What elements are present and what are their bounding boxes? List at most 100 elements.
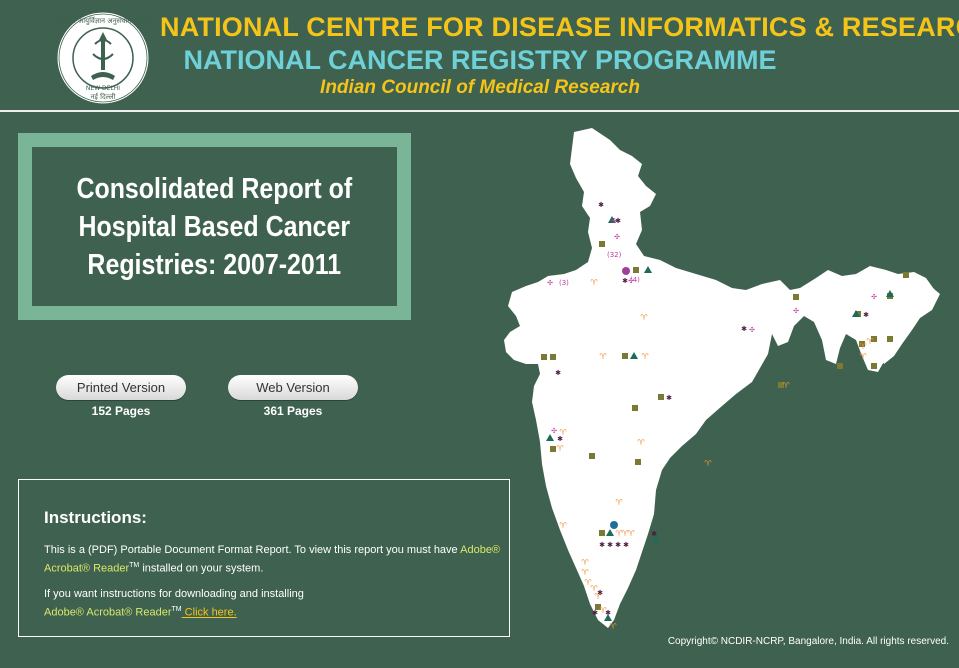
registry-marker-star: ✱ — [599, 541, 605, 549]
registry-marker-cross: ✣ — [793, 307, 799, 315]
printed-pages-count: 152 Pages — [91, 404, 151, 418]
registry-marker-tree: ♈ — [627, 529, 634, 538]
india-registry-map: ✱✱✱✱✱✱✱✱✱ ✱ ✱ ✱✱✱✱✱♈♈♈ ♈♈♈♈♈♈♈♈♈♈♈♈♈♈♈♈♈♈♈♈♈… — [504, 128, 940, 631]
registry-marker-tree: ♈ — [584, 578, 591, 587]
registry-marker-triangle — [644, 266, 652, 273]
registry-marker-square — [632, 405, 638, 411]
registry-marker-tree: ♈ — [859, 342, 866, 351]
registry-marker-triangle — [630, 352, 638, 359]
registry-marker-tree: ♈ — [594, 592, 601, 601]
report-title: Consolidated Report of Hospital Based Ca… — [76, 172, 353, 281]
registry-marker-tree: ♈ — [590, 278, 597, 287]
registry-marker-tree: ♈ — [581, 568, 588, 577]
registry-marker-star: ✱ — [863, 311, 869, 319]
title-ncrp: NATIONAL CANCER REGISTRY PROGRAMME — [183, 45, 777, 75]
title-icmr: Indian Council of Medical Research — [320, 77, 640, 98]
click-here-link[interactable]: Click here. — [181, 606, 237, 619]
registry-marker-tree: ♈ — [621, 529, 628, 538]
registry-marker-cross: ✣ — [551, 427, 557, 435]
registry-marker-tree: ♈ — [782, 381, 789, 390]
map-label-rajasthan: (3) — [559, 279, 569, 287]
registry-marker-star: ✱ — [592, 609, 598, 617]
registry-marker-triangle — [608, 216, 616, 223]
registry-marker-cross: ✣ — [749, 326, 755, 334]
registry-marker-tree: ♈ — [637, 438, 644, 447]
registry-marker-tree: ♈ — [599, 352, 606, 361]
registry-marker-tree: ♈ — [581, 558, 588, 567]
registry-marker-square — [635, 459, 641, 465]
registry-marker-star: ✱ — [557, 435, 563, 443]
registry-marker-star: ✱ — [615, 217, 621, 225]
northeast-region — [848, 280, 940, 364]
registry-marker-tree: ♈ — [640, 313, 647, 322]
registry-marker-star: ✱ — [615, 541, 621, 549]
registry-marker-square — [859, 341, 865, 347]
registry-marker-square — [633, 267, 639, 273]
registry-marker-triangle — [886, 290, 894, 297]
registry-marker-star: ✱ — [623, 541, 629, 549]
registry-marker-star: ✱ — [605, 609, 611, 617]
registry-marker-star: ✱ — [622, 277, 628, 285]
registry-marker-tree: ♈ — [615, 529, 622, 538]
registry-marker-triangle — [606, 529, 614, 536]
registry-marker-square — [550, 446, 556, 452]
registry-marker-tree: ♈ — [641, 352, 648, 361]
registry-marker-square — [658, 394, 664, 400]
title-ncdir: NATIONAL CENTRE FOR DISEASE INFORMATICS … — [160, 12, 959, 42]
india-outline — [504, 128, 936, 628]
registry-marker-square — [887, 336, 893, 342]
instructions-box: Instructions: This is a (PDF) Portable D… — [18, 479, 510, 637]
registry-marker-tree: ♈ — [556, 444, 563, 453]
registry-marker-tree: ♈ — [866, 337, 873, 346]
registry-marker-star: ✱ — [741, 325, 747, 333]
registry-marker-circle — [610, 521, 618, 529]
registry-marker-tree: ♈ — [590, 584, 597, 593]
registry-marker-square — [599, 241, 605, 247]
acrobat-reader-text-2: Adobe® Acrobat® Reader — [44, 606, 172, 619]
registry-marker-tree: ♈ — [559, 428, 566, 437]
registry-marker-square — [837, 363, 843, 369]
registry-marker-cross: ✣ — [628, 277, 634, 285]
report-title-box: Consolidated Report of Hospital Based Ca… — [18, 133, 411, 320]
registry-marker-square — [903, 272, 909, 278]
instructions-heading: Instructions: — [44, 508, 147, 527]
registry-marker-tree: ♈ — [859, 352, 866, 361]
registry-marker-square — [778, 382, 784, 388]
registry-marker-square — [599, 530, 605, 536]
registry-marker-square — [589, 453, 595, 459]
registry-marker-square — [595, 604, 601, 610]
registry-marker-star: ✱ — [651, 530, 657, 538]
registry-marker-cross: ✣ — [614, 233, 620, 241]
header-divider — [0, 110, 959, 112]
registry-marker-star: ✱ — [666, 394, 672, 402]
registry-marker-star: ✱ — [555, 369, 561, 377]
registry-marker-tree: ♈ — [609, 622, 616, 631]
registry-marker-cross: ✣ — [611, 217, 617, 225]
registry-marker-star: ✱ — [597, 589, 603, 597]
acrobat-reader-text: Adobe® Acrobat® Reader — [44, 544, 501, 575]
map-label-mumbai: (4) — [630, 276, 640, 284]
registry-marker-square — [541, 354, 547, 360]
registry-marker-circle — [622, 267, 630, 275]
header: भारतीय आयुर्विज्ञान अनुसंधान परिषद NEW D… — [0, 0, 959, 108]
registry-marker-triangle — [652, 536, 660, 543]
registry-marker-square — [550, 354, 556, 360]
instructions-paragraph-2: If you want instructions for downloading… — [44, 588, 304, 619]
registry-marker-star: ✱ — [598, 201, 604, 209]
registry-marker-triangle — [852, 310, 860, 317]
registry-marker-tree: ♈ — [615, 498, 622, 507]
registry-marker-tree: ♈ — [599, 606, 606, 615]
icmr-logo: भारतीय आयुर्विज्ञान अनुसंधान परिषद NEW D… — [56, 11, 150, 105]
registry-marker-tree: ♈ — [704, 459, 711, 468]
registry-marker-square — [793, 294, 799, 300]
registry-marker-square — [871, 363, 877, 369]
logo-top-text: भारतीय आयुर्विज्ञान अनुसंधान परिषद — [56, 16, 150, 25]
copyright-text: Copyright© NCDIR-NCRP, Bangalore, India.… — [667, 636, 949, 647]
registry-marker-tree: ♈ — [559, 521, 566, 530]
registry-marker-square — [622, 353, 628, 359]
web-version-button[interactable]: Web Version — [228, 375, 358, 400]
web-pages-count: 361 Pages — [263, 404, 323, 418]
logo-bottom-hindi: नई दिल्ली — [91, 92, 116, 101]
printed-version-button[interactable]: Printed Version — [56, 375, 186, 400]
map-label-delhi: (32) — [607, 251, 622, 259]
